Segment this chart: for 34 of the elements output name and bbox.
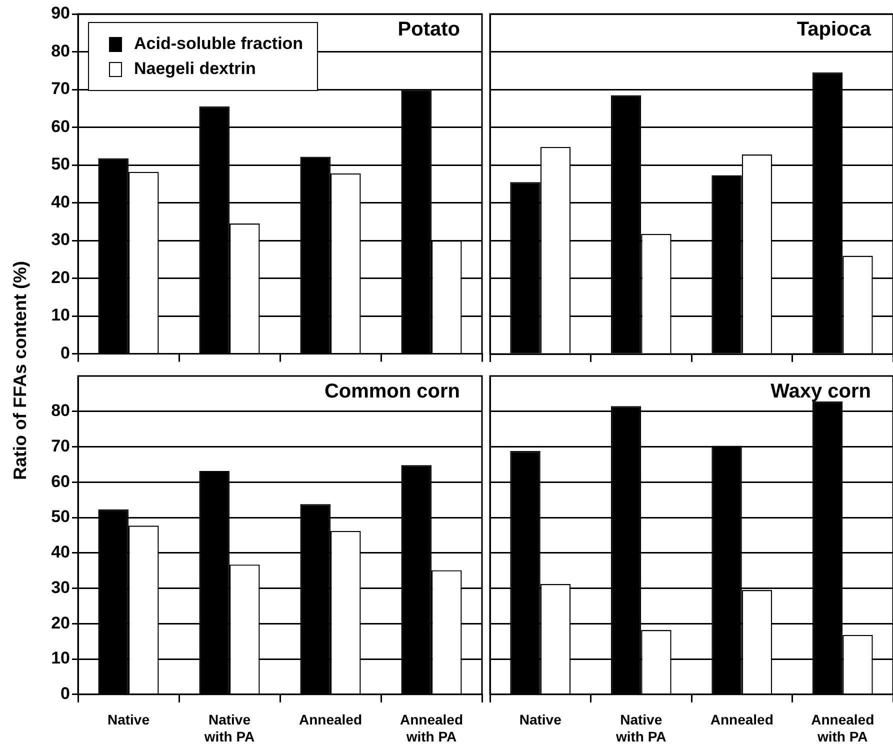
y-tick-label: 50 (51, 507, 70, 526)
y-tick-label: 70 (51, 79, 70, 98)
y-tick-label: 20 (51, 613, 70, 632)
legend-label: Naegeli dextrin (134, 59, 256, 79)
y-tick-label: 60 (51, 116, 70, 136)
y-axis-title: Ratio of FFAs content (%) (10, 260, 30, 480)
y-tick-label: 60 (51, 472, 70, 491)
y-tick-label: 50 (51, 154, 70, 174)
y-tick-label: 10 (51, 306, 70, 325)
chart-title: Tapioca (796, 18, 872, 41)
x-tick-label: Native (107, 712, 150, 728)
y-tick-label: 30 (51, 230, 70, 250)
y-tick-label: 40 (51, 192, 70, 212)
chart-title: Common corn (324, 380, 460, 403)
legend-label: Acid-soluble fraction (134, 34, 304, 54)
x-tick-label: Native with PA (203, 712, 255, 744)
x-tick-label: Annealed (710, 712, 774, 728)
x-tick-label: Annealed with PA (400, 712, 464, 744)
chart-title: Waxy corn (770, 380, 871, 403)
y-tick-label: 80 (51, 41, 70, 60)
y-tick-label: 70 (51, 436, 70, 456)
x-tick-label: Annealed with PA (811, 712, 874, 744)
y-tick-label: 30 (51, 578, 70, 597)
y-tick-label: 90 (51, 4, 70, 23)
x-tick-label: Native with PA (614, 712, 666, 744)
y-tick-label: 0 (60, 684, 70, 704)
y-tick-label: 20 (51, 268, 70, 287)
x-tick-label: Native (519, 712, 562, 728)
y-tick-label: 40 (51, 542, 70, 562)
x-tick-label: Annealed (298, 712, 362, 728)
y-tick-label: 80 (51, 401, 70, 420)
y-tick-label: 10 (51, 648, 70, 668)
chart-title: Potato (398, 18, 460, 41)
y-tick-label: 0 (60, 343, 70, 362)
